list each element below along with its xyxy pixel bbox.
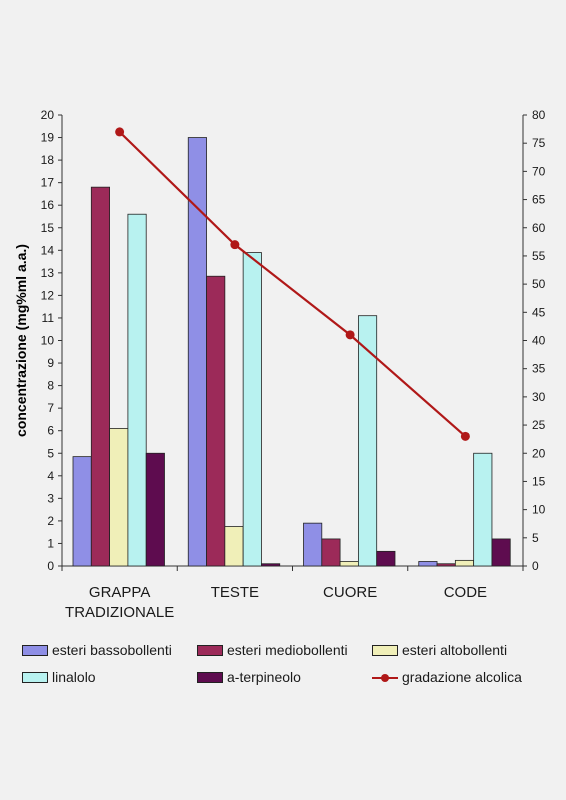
y2-tick-label: 80 [532,108,546,122]
bar [72,456,92,567]
y-tick-label: 19 [41,131,55,145]
bar [339,561,359,567]
bar [90,186,111,567]
bar [242,252,262,567]
y2-tick-label: 35 [532,362,546,376]
chart: 0123456789101112131415161718192005101520… [13,108,546,621]
line-point [345,330,355,340]
y2-tick-label: 0 [532,559,539,573]
bar [127,213,147,567]
y-tick-label: 14 [41,243,55,257]
y-tick-label: 9 [47,356,54,370]
y2-tick-label: 70 [532,164,546,178]
y-tick-label: 16 [41,198,55,212]
y2-tick-label: 10 [532,503,546,517]
y2-tick-label: 75 [532,136,546,150]
bar [321,538,341,567]
y-tick-label: 2 [47,514,54,528]
y-tick-label: 12 [41,288,55,302]
legend-swatch [197,644,223,656]
legend-label: esteri altobollenti [402,642,508,658]
bar [109,428,129,567]
legend-item-esteri-bassobollenti: esteri bassobollenti [22,640,172,660]
y2-tick-label: 55 [532,249,546,263]
x-category-label: CUORE [323,584,377,601]
y2-tick-label: 60 [532,221,546,235]
y-tick-label: 1 [47,536,54,550]
legend-label: a-terpineolo [227,669,301,685]
legend-swatch [22,644,48,656]
line-gradazione [118,131,467,438]
legend-item-a-terpineolo: a-terpineolo [197,667,301,687]
y-tick-label: 6 [47,424,54,438]
bar [454,559,475,567]
y2-tick-label: 30 [532,390,546,404]
x-category-label: TRADIZIONALE [65,604,174,621]
bar [224,526,244,567]
y2-tick-label: 65 [532,193,546,207]
bar [261,563,281,567]
y-tick-label: 3 [47,491,54,505]
legend-item-gradazione-alcolica: gradazione alcolica [372,667,522,687]
y-tick-label: 0 [47,559,54,573]
y2-tick-label: 5 [532,531,539,545]
legend-swatch [22,671,48,683]
y-tick-label: 17 [41,176,55,190]
y-tick-label: 8 [47,379,54,393]
y-tick-label: 18 [41,153,55,167]
legend-item-linalolo: linalolo [22,667,96,687]
legend-item-esteri-altobollenti: esteri altobollenti [372,640,507,660]
line-point [115,127,125,137]
bar [376,550,396,567]
legend-label: esteri mediobollenti [227,642,348,658]
y2-tick-label: 15 [532,474,546,488]
y-tick-label: 11 [42,311,55,325]
bar [303,522,323,567]
x-category-label: GRAPPA [89,584,150,601]
y-axis-title: concentrazione (mg%ml a.a.) [13,244,29,437]
bar [206,275,226,567]
y-tick-label: 15 [41,221,55,235]
line-point [230,240,240,250]
y2-tick-label: 20 [532,446,546,460]
bar [418,561,438,567]
legend: esteri bassobollenti esteri mediobollent… [22,640,552,690]
bar [436,563,456,567]
y2-tick-label: 25 [532,418,546,432]
legend-label: gradazione alcolica [402,669,522,685]
y-tick-label: 5 [47,446,54,460]
y2-tick-label: 40 [532,334,546,348]
y-tick-label: 13 [41,266,55,280]
legend-label: esteri bassobollenti [52,642,172,658]
bar [145,452,165,567]
x-category-label: CODE [444,584,487,601]
y2-tick-label: 50 [532,277,546,291]
legend-swatch [197,671,223,683]
y2-tick-label: 45 [532,305,546,319]
y-tick-label: 20 [41,108,55,122]
y-tick-label: 7 [47,401,54,415]
legend-item-esteri-mediobollenti: esteri mediobollenti [197,640,348,660]
legend-swatch [372,644,398,656]
line-point [460,431,470,441]
legend-line-swatch [372,672,398,683]
bar [473,452,493,567]
bar [357,315,378,567]
y-tick-label: 4 [47,469,54,483]
bar [491,538,511,567]
legend-label: linalolo [52,669,96,685]
y-tick-label: 10 [41,334,55,348]
x-category-label: TESTE [211,584,259,601]
